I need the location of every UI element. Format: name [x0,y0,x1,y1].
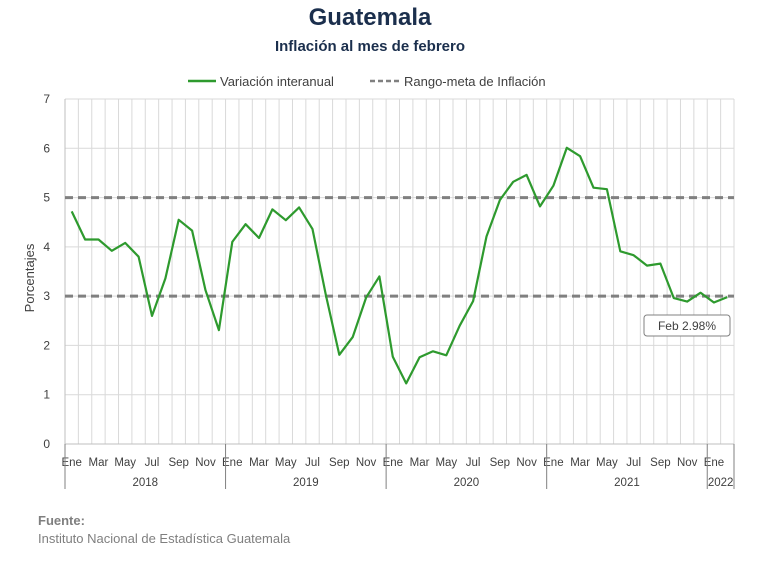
inflation-series-line [70,146,728,385]
chart-title: Guatemala [308,4,432,31]
x-tick-label: Ene [383,457,403,469]
y-ticks: 0 1 2 3 4 5 6 7 [43,92,50,451]
x-tick-label: May [435,457,457,469]
x-tick-label: Jul [626,457,641,469]
y-tick-label: 3 [43,289,50,303]
x-tick-label: May [275,457,297,469]
x-tick-label: Sep [650,457,670,469]
x-tick-label: Jul [145,457,160,469]
x-tick-label: Ene [222,457,242,469]
callout-box [643,314,731,337]
x-tick-label: Nov [356,457,377,469]
y-tick-label: 0 [43,437,50,451]
chart-subtitle: Inflación al mes de febrero [274,38,466,55]
x-tick-label: Jul [466,457,481,469]
x-tick-label: Ene [704,457,724,469]
legend-band-label: Rango-meta de Inflación [404,74,546,89]
year-label: 2020 [454,477,480,489]
year-label: 2018 [132,477,158,489]
year-label: 2022 [708,477,734,489]
inflation-chart: Variación interanual Rango-meta de Infla… [22,74,735,489]
x-tick-label: Mar [89,457,109,469]
x-tick-label: Mar [249,457,269,469]
legend-series-label: Variación interanual [220,74,334,89]
y-tick-label: 6 [43,141,50,155]
source-title: Fuente: [38,513,85,528]
x-tick-label: Nov [195,457,216,469]
x-tick-label: Nov [677,457,698,469]
y-tick-label: 2 [43,338,50,352]
x-tick-label: Sep [490,457,510,469]
x-tick-label: Mar [410,457,430,469]
x-tick-label: May [596,457,618,469]
x-tick-label: Mar [570,457,590,469]
x-tick-label: Ene [543,457,563,469]
x-ticks: Ene Mar May Jul Sep Nov Ene Mar May Jul Sep Nov Ene M… [61,457,724,469]
x-tick-label: Ene [61,457,81,469]
y-tick-label: 4 [43,240,50,254]
y-tick-label: 1 [43,388,50,402]
x-tick-label: Sep [329,457,349,469]
callout-label: Feb 2.98% [658,319,716,333]
y-tick-label: 5 [43,191,50,205]
series [70,146,728,385]
year-label: 2019 [293,477,319,489]
y-tick-label: 7 [43,92,50,106]
x-tick-label: May [114,457,136,469]
legend: Variación interanual Rango-meta de Infla… [188,74,546,89]
source-text: Instituto Nacional de Estadística Guatem… [38,531,291,546]
x-tick-label: Sep [168,457,188,469]
x-tick-label: Nov [516,457,537,469]
callout: Feb 2.98% [643,314,731,337]
target-range [65,196,734,298]
year-labels: 2018 2019 2020 2021 2022 [64,444,735,489]
year-label: 2021 [614,477,640,489]
x-tick-label: Jul [305,457,320,469]
y-axis-label: Porcentajes [22,243,37,312]
grid [64,98,735,445]
